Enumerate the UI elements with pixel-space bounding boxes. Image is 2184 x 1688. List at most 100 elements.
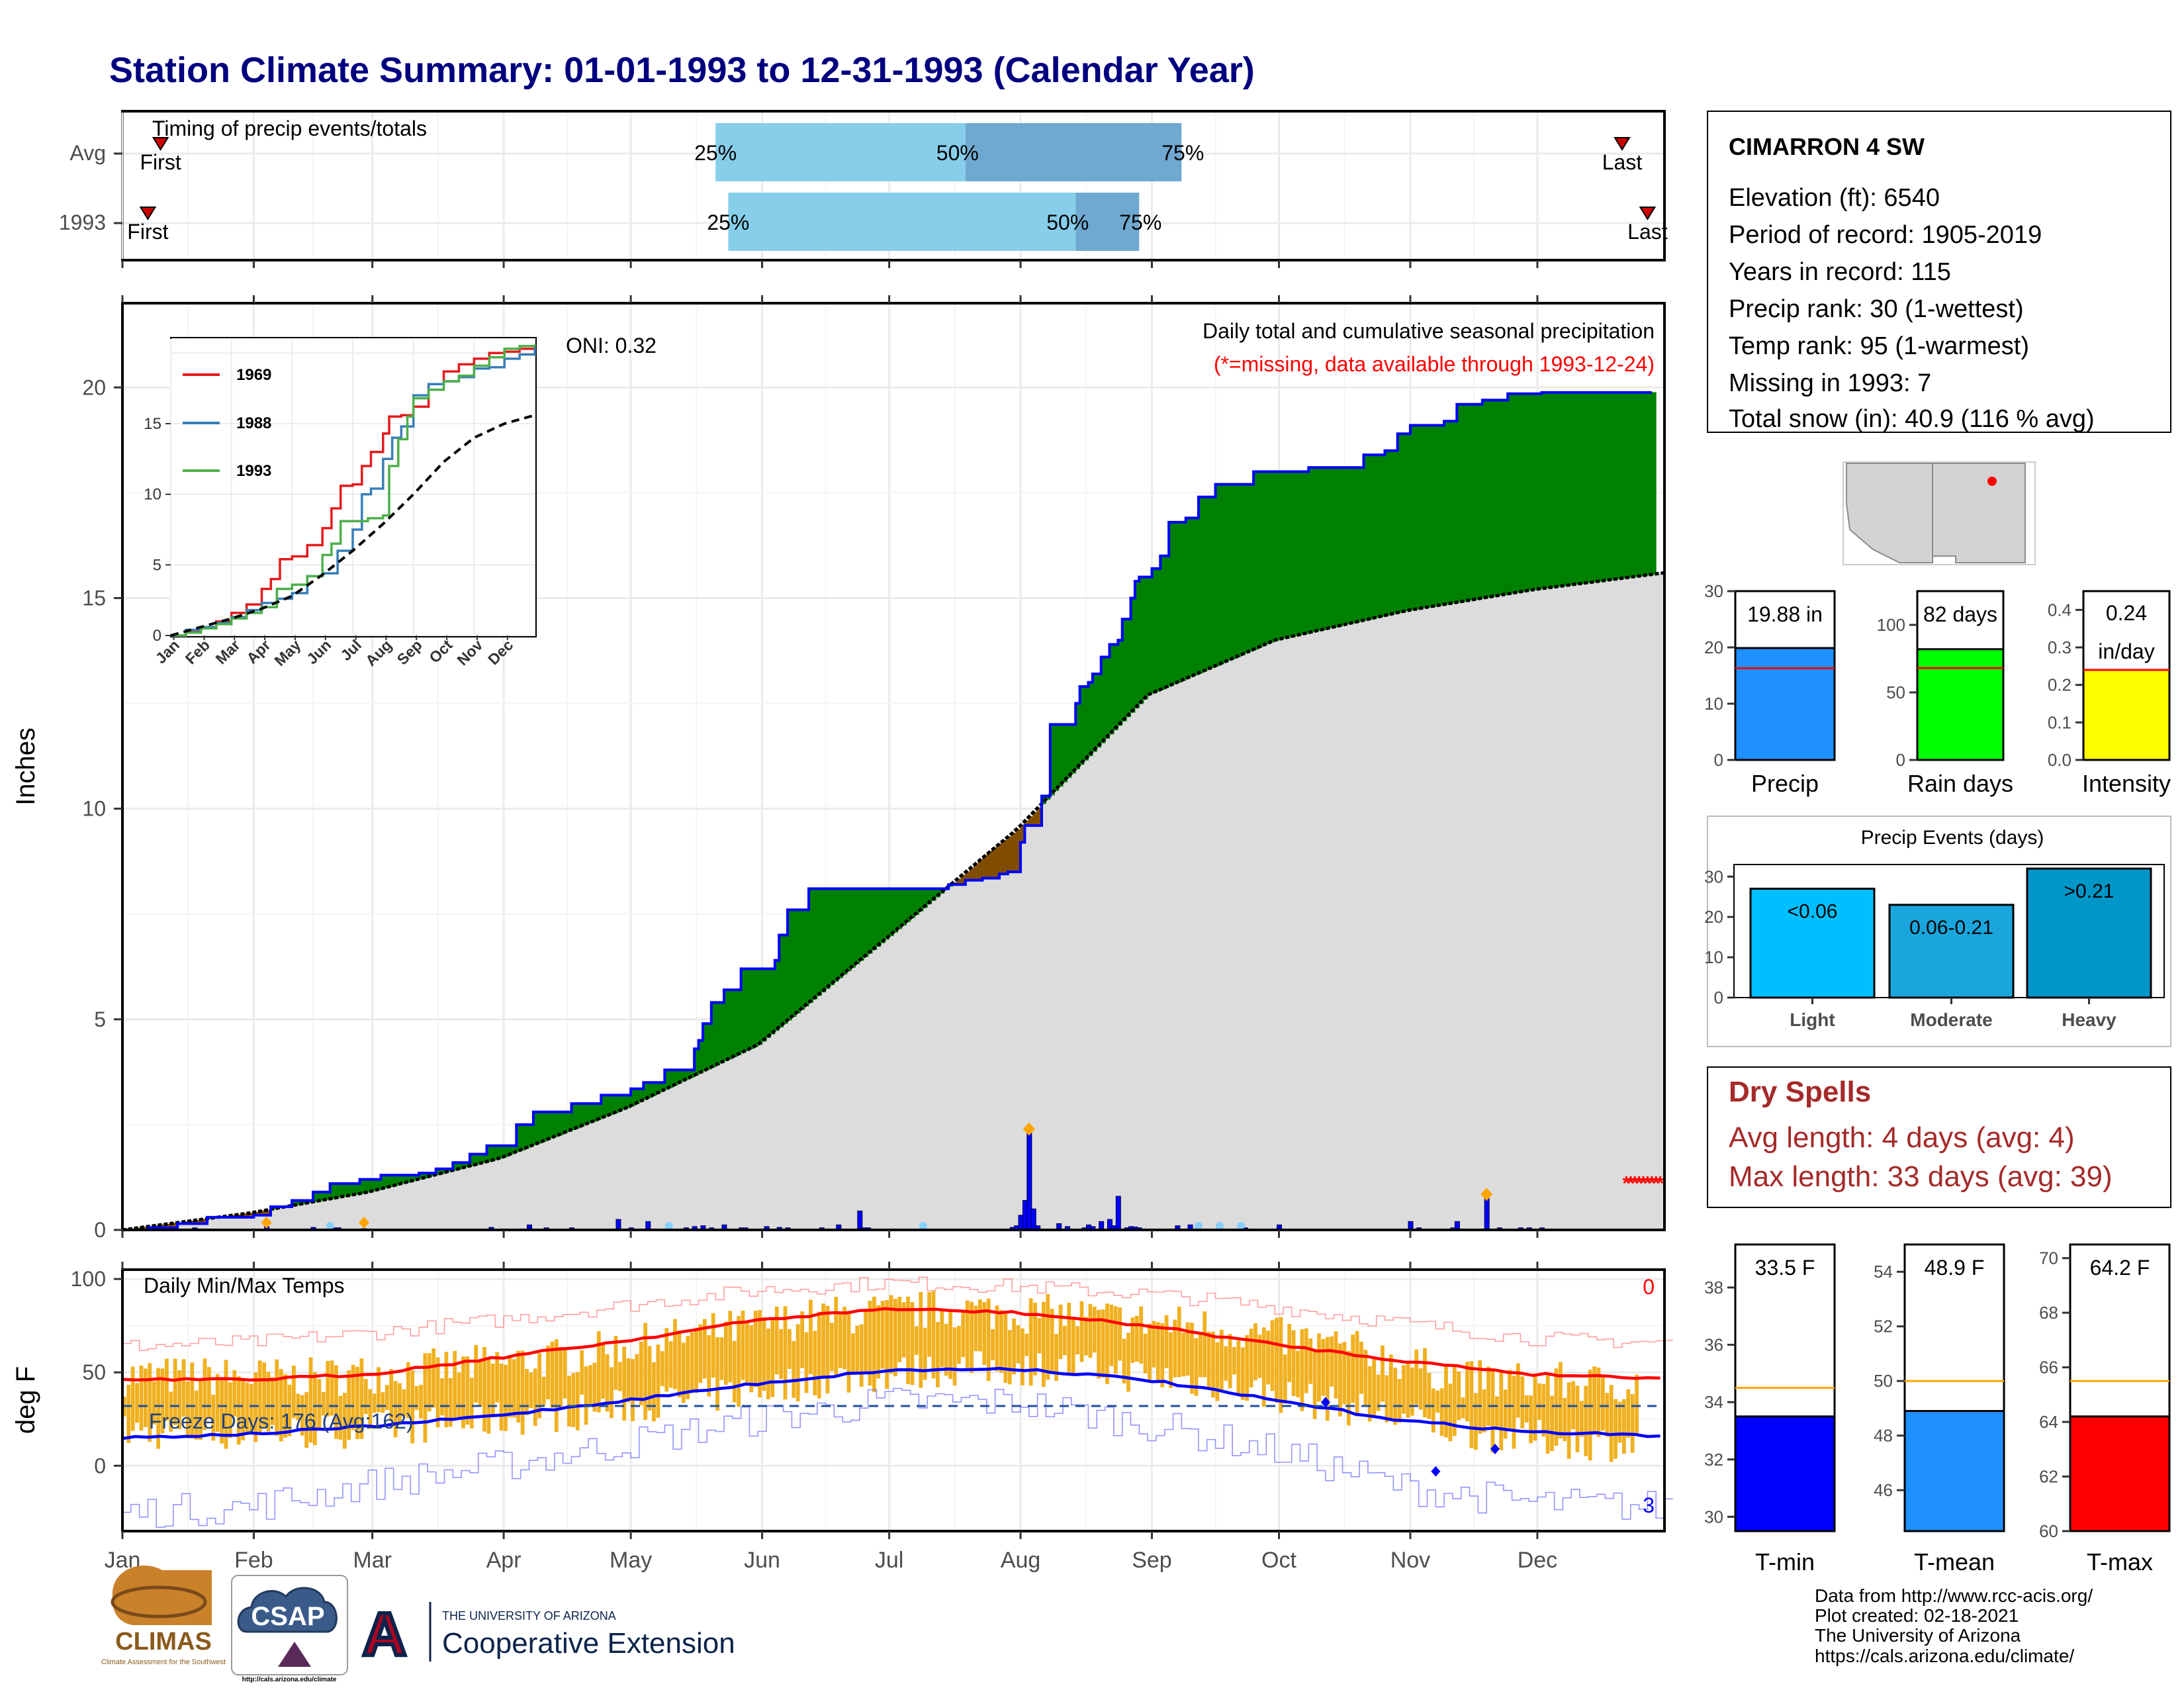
precip-y-label: Inches xyxy=(11,727,40,806)
station-missing: Missing in 1993: 7 xyxy=(1729,369,1931,397)
timing-row-avg-label: Avg xyxy=(69,141,106,165)
intensity-ytick-label-0.4: 0.4 xyxy=(2048,600,2071,620)
t-max-ytick-label-60: 60 xyxy=(2039,1521,2058,1541)
month-label-Mar: Mar xyxy=(353,1548,392,1573)
intensity-label: Intensity xyxy=(2082,770,2171,797)
t-max-chart: 60 62 64 66 68 70 64.2 F T-max xyxy=(2039,1243,2171,1575)
precip-ytick-label-5: 5 xyxy=(94,1008,106,1031)
temp-panel-frame xyxy=(121,1268,1666,1532)
timing-first-label-Avg: First xyxy=(140,150,181,174)
t-max-ytick-label-66: 66 xyxy=(2039,1358,2058,1378)
missing-day-marker: * xyxy=(1627,1173,1635,1195)
ua-logo: A THE UNIVERSITY OF ARIZONA Cooperative … xyxy=(361,1599,735,1670)
inset-legend-1988: 1988 xyxy=(236,414,271,432)
avg-cumulative-line xyxy=(122,571,1665,1232)
t-max-ytick-label-70: 70 xyxy=(2039,1248,2058,1268)
station-years: Years in record: 115 xyxy=(1729,258,1951,286)
ua-name: THE UNIVERSITY OF ARIZONA xyxy=(442,1609,616,1622)
missing-day-marker: * xyxy=(1631,1173,1639,1195)
missing-day-marker: * xyxy=(1644,1173,1652,1195)
temp-ytick-label-0: 0 xyxy=(94,1454,106,1477)
precip-ytick-label-30: 30 xyxy=(1704,581,1723,601)
t-min-ytick-label-36: 36 xyxy=(1704,1335,1723,1355)
t-min-chart: 30 32 34 36 38 33.5 F T-min xyxy=(1704,1243,1836,1575)
climas-logo: CLIMAS Climate Assessment for the Southw… xyxy=(101,1566,226,1666)
t-mean-label: T-mean xyxy=(1914,1548,1995,1575)
month-label-Apr: Apr xyxy=(486,1548,522,1573)
timing-first-marker-1993 xyxy=(139,207,157,220)
rain-days-ytick-label-100: 100 xyxy=(1877,615,1905,635)
rain-days-bar xyxy=(1916,648,2005,761)
events-xlabel-Heavy: Heavy xyxy=(2062,1009,2116,1030)
timing-q75-label-1993: 75% xyxy=(1119,211,1161,234)
snow-day-marker xyxy=(664,1222,673,1230)
events-bar-Heavy xyxy=(2026,867,2152,999)
dry-spells-avg: Avg length: 4 days (avg: 4) xyxy=(1729,1121,2075,1154)
ua-mark-box xyxy=(361,1602,408,1656)
precip-ytick-label-10: 10 xyxy=(82,797,106,821)
timing-q75-label-Avg: 75% xyxy=(1161,141,1204,165)
t-min-ytick-label-32: 32 xyxy=(1704,1450,1723,1470)
month-label-Nov: Nov xyxy=(1390,1548,1430,1573)
t-max-label: T-max xyxy=(2087,1548,2153,1575)
t-mean-ytick-label-46: 46 xyxy=(1874,1480,1893,1500)
temp-ytick-label-100: 100 xyxy=(71,1267,106,1291)
climas-emblem xyxy=(112,1566,212,1625)
timing-last-label-Avg: Last xyxy=(1602,150,1643,174)
snow-day-marker xyxy=(1236,1222,1245,1230)
dry-spells-box: Dry Spells Avg length: 4 days (avg: 4) M… xyxy=(1707,1066,2171,1208)
csap-mountain xyxy=(278,1642,311,1667)
precip-ytick-label-20: 20 xyxy=(1704,637,1723,657)
record-max-line xyxy=(122,1276,1673,1351)
daily-record-marker xyxy=(1023,1122,1035,1136)
climas-tagline: Climate Assessment for the Southwest xyxy=(101,1658,226,1666)
missing-day-marker: * xyxy=(1635,1173,1643,1195)
temp-record-low-count: 3 xyxy=(1643,1493,1655,1517)
events-box: Precip Events (days) 0 10 20 30 <0.06 Light 0.… xyxy=(1704,816,2171,1047)
temp-plot xyxy=(122,1276,1673,1528)
map-state-newmexico xyxy=(1932,463,2026,563)
station-elevation: Elevation (ft): 6540 xyxy=(1729,184,1940,212)
month-label-Sep: Sep xyxy=(1132,1548,1172,1573)
timing-first-label-1993: First xyxy=(127,220,168,244)
t-mean-chart: 46 48 50 52 54 48.9 F T-mean xyxy=(1874,1243,2005,1575)
t-max-ytick-label-62: 62 xyxy=(2039,1467,2058,1487)
missing-day-marker: * xyxy=(1657,1173,1664,1195)
intensity-chart: 0.0 0.1 0.2 0.3 0.4 0.24 in/day Intensity xyxy=(2048,590,2171,797)
month-label-Oct: Oct xyxy=(1261,1548,1297,1573)
temp-record-high-count: 0 xyxy=(1643,1275,1655,1299)
daily-precip-bar xyxy=(857,1210,863,1231)
events-chart: 0 10 20 30 <0.06 Light 0.06-0.21 Moderate >0.21 H… xyxy=(1704,864,2165,1030)
freeze-days-label: Freeze Days: 176 (Avg:162) xyxy=(149,1409,414,1433)
footer-created: Plot created: 02-18-2021 xyxy=(1815,1605,2019,1626)
inset-legend-1969: 1969 xyxy=(236,366,271,384)
rain-days-label: Rain days xyxy=(1907,770,2013,797)
inset-ytick-label-0: 0 xyxy=(153,627,161,645)
events-bar-inner-Moderate: 0.06-0.21 xyxy=(1909,917,1993,939)
t-mean-ytick-label-50: 50 xyxy=(1874,1371,1893,1391)
timing-band-q25-q50-Avg xyxy=(715,123,966,181)
t-mean-ytick-label-54: 54 xyxy=(1874,1262,1893,1282)
inset-ytick-label-10: 10 xyxy=(144,486,161,504)
oni-label: ONI: 0.32 xyxy=(566,334,657,357)
t-min-ytick-label-30: 30 xyxy=(1704,1507,1723,1526)
snow-day-marker xyxy=(919,1222,927,1230)
events-bar-Moderate xyxy=(1888,904,2015,999)
record-low-marker xyxy=(1431,1466,1441,1477)
missing-day-marker: * xyxy=(1623,1173,1631,1195)
timing-label: Timing of precip events/totals xyxy=(152,117,427,140)
timing-q25-label-1993: 25% xyxy=(707,211,749,234)
timing-first-marker-Avg xyxy=(152,137,169,151)
t-mean-value-label: 48.9 F xyxy=(1925,1256,1985,1280)
events-ytick-label-30: 30 xyxy=(1704,867,1723,886)
avg-cumulative-area xyxy=(122,573,1664,1230)
events-bar-inner-Heavy: >0.21 xyxy=(2064,880,2115,902)
dry-spells-title: Dry Spells xyxy=(1729,1076,1871,1108)
daily-record-marker xyxy=(358,1217,369,1229)
rain-days-chart: 0 50 100 82 days Rain days xyxy=(1877,590,2013,797)
precip-missing-markers: ********* xyxy=(1623,1173,1664,1195)
record-low-marker xyxy=(1490,1443,1500,1454)
month-label-Jul: Jul xyxy=(875,1548,903,1573)
temp-panel-title: Daily Min/Max Temps xyxy=(144,1274,344,1297)
temp-y-label: deg F xyxy=(11,1366,40,1434)
